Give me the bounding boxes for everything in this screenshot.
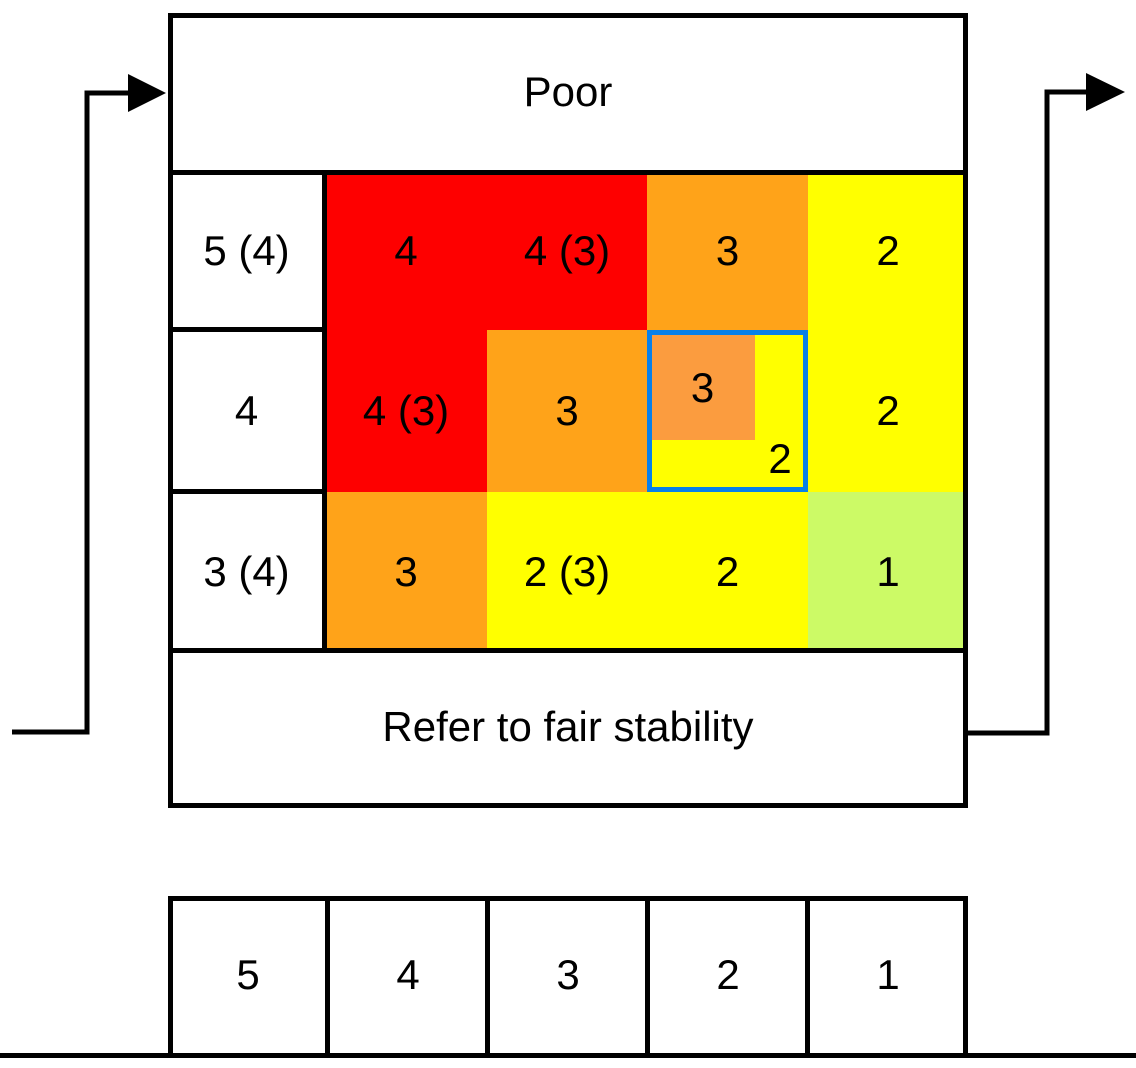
grid-line xyxy=(963,896,968,1058)
baseline xyxy=(0,1053,1136,1058)
scale-cell-1: 1 xyxy=(876,950,900,998)
footer-label: Refer to fair stability xyxy=(382,703,754,750)
grid-line xyxy=(805,896,810,1058)
grid-line xyxy=(168,648,968,653)
scale-cell-4: 4 xyxy=(396,950,420,998)
grid-line xyxy=(645,896,650,1058)
left-arrow-icon xyxy=(12,74,166,735)
matrix-cell-r2c2: 3 xyxy=(487,330,647,492)
cell-value: 2 xyxy=(715,547,740,595)
row-label-1: 5 (4) xyxy=(203,227,290,274)
cell-value: 2 xyxy=(876,227,900,274)
matrix-cell-r2c3-secondary-value: 2 xyxy=(768,435,792,482)
row-label-3: 3 (4) xyxy=(203,547,290,595)
scale-cell-3: 3 xyxy=(556,950,580,998)
grid-line xyxy=(168,896,173,1058)
grid-line xyxy=(322,170,327,653)
matrix-cell-r3c2: 2 (3) xyxy=(487,492,647,651)
grid-line xyxy=(168,803,968,808)
matrix-cell-r1c1: 4 xyxy=(325,172,487,330)
grid-line xyxy=(168,13,968,18)
cell-value: 3 xyxy=(394,547,418,595)
matrix-cell-r2c3-subsquare: 3 xyxy=(650,335,755,440)
cell-value: 4 (3) xyxy=(362,387,450,434)
header-label: Poor xyxy=(523,67,613,115)
grid-line xyxy=(325,896,330,1058)
row-label-2: 4 xyxy=(234,387,259,434)
matrix-cell-r3c3: 2 xyxy=(647,492,808,651)
matrix-cell-r2c4: 2 xyxy=(808,330,968,492)
cell-value: 3 xyxy=(715,227,740,274)
cell-value: 4 (3) xyxy=(523,227,611,274)
matrix-cell-r2c1: 4 (3) xyxy=(325,330,487,492)
cell-value: 1 xyxy=(876,547,900,595)
cell-value: 2 (3) xyxy=(523,547,611,595)
grid-line xyxy=(168,170,968,175)
grid-line xyxy=(485,896,490,1058)
matrix-cell-r3c4: 1 xyxy=(808,492,968,651)
grid-line xyxy=(168,896,968,901)
grid-line xyxy=(963,13,968,808)
cell-value: 4 xyxy=(394,227,418,274)
scale-cell-2: 2 xyxy=(716,950,740,998)
cell-value: 2 xyxy=(876,387,900,434)
matrix-cell-r1c4: 2 xyxy=(808,172,968,330)
cell-value: 3 xyxy=(555,387,579,434)
right-arrow-icon xyxy=(968,73,1125,736)
matrix-cell-r1c3: 3 xyxy=(647,172,808,330)
grid-line xyxy=(168,489,325,494)
grid-line xyxy=(168,13,173,808)
highlighted-cell-outline xyxy=(647,330,808,492)
matrix-cell-r3c1: 3 xyxy=(325,492,487,651)
grid-line xyxy=(168,327,325,332)
matrix-cell-r1c2: 4 (3) xyxy=(487,172,647,330)
scale-cell-5: 5 xyxy=(236,950,260,998)
cell-value: 3 xyxy=(690,363,715,411)
